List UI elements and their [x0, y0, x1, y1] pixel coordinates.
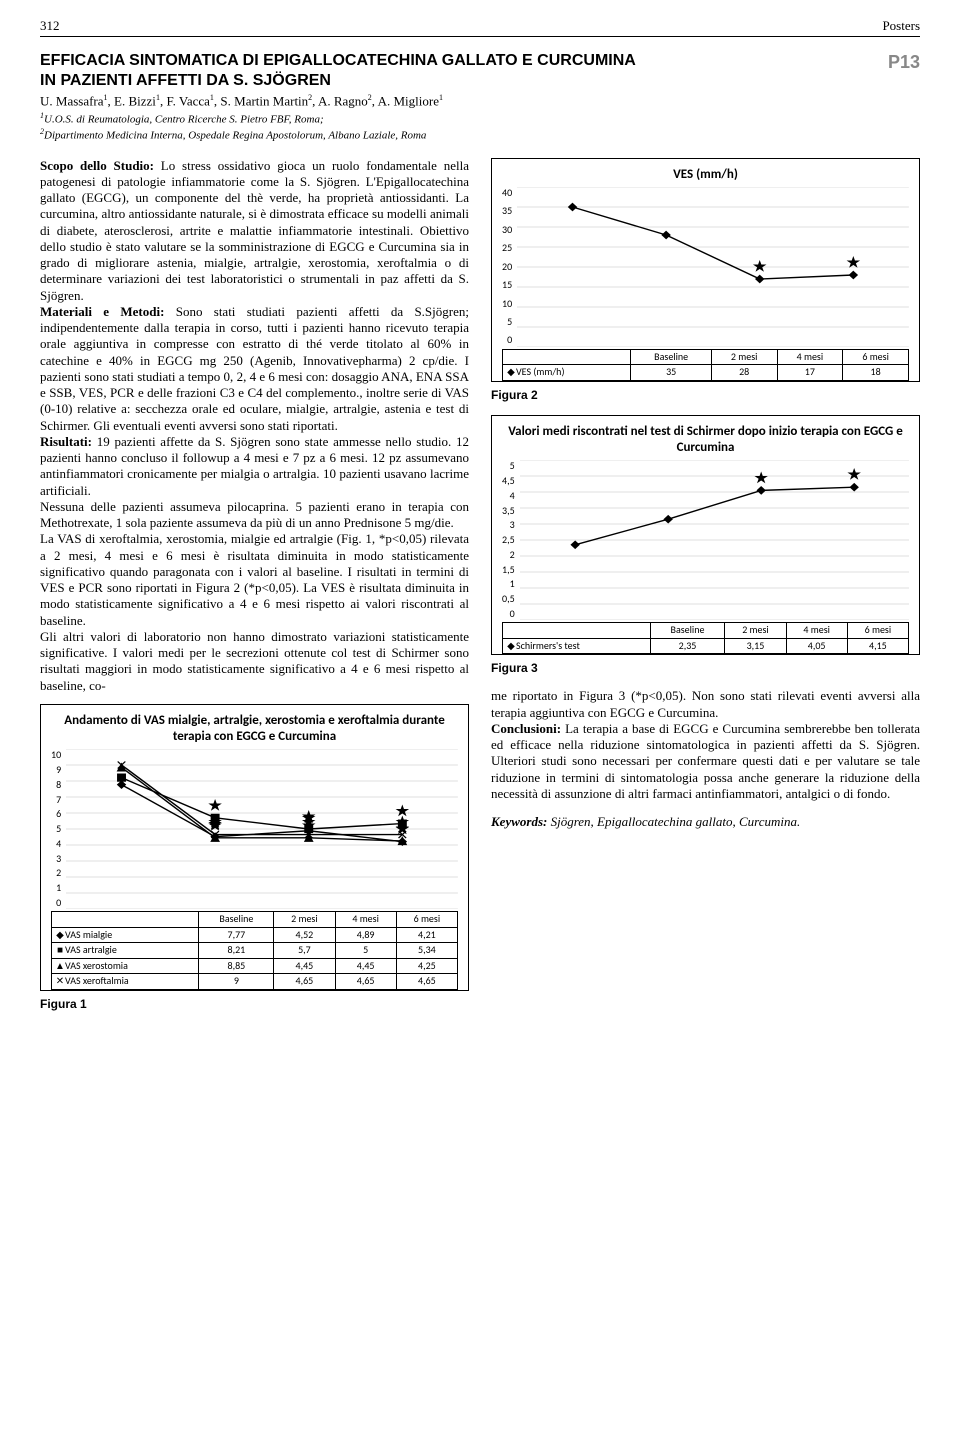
figure-3-chart: Valori medi riscontrati nel test di Schi… [491, 415, 920, 656]
affiliations: 1U.O.S. di Reumatologia, Centro Ricerche… [40, 111, 920, 144]
keywords-label: Keywords: [491, 814, 547, 829]
svg-text:★: ★ [396, 814, 411, 831]
svg-text:★: ★ [302, 814, 317, 831]
figure-3: Valori medi riscontrati nel test di Schi… [491, 415, 920, 677]
title-line-2: IN PAZIENTI AFFETTI DA S. SJÖGREN [40, 72, 331, 89]
authors: U. Massafra1, E. Bizzi1, F. Vacca1, S. M… [40, 93, 920, 110]
figure-2-caption: Figura 2 [491, 388, 920, 403]
svg-text:★: ★ [847, 466, 862, 483]
right-column: VES (mm/h)4035302520151050★★Baseline2 me… [491, 158, 920, 1024]
svg-text:★: ★ [847, 253, 862, 270]
body-right: me riportato in Figura 3 (*p<0,05). Non … [491, 688, 920, 802]
page-number: 312 [40, 18, 60, 34]
figure-1: Andamento di VAS mialgie, artralgie, xer… [40, 704, 469, 1012]
keywords: Keywords: Sjögren, Epigallocatechina gal… [491, 814, 920, 830]
svg-text:★: ★ [208, 797, 223, 814]
title-block: EFFICACIA SINTOMATICA DI EPIGALLOCATECHI… [40, 51, 920, 143]
svg-text:★: ★ [754, 469, 769, 486]
page-header: 312 Posters [40, 18, 920, 37]
keywords-text: Sjögren, Epigallocatechina gallato, Curc… [551, 814, 801, 829]
body-left: Scopo dello Studio: Lo stress ossidativo… [40, 158, 469, 694]
svg-text:★: ★ [208, 814, 223, 831]
section-label: Posters [882, 18, 920, 34]
columns: Scopo dello Studio: Lo stress ossidativo… [40, 158, 920, 1024]
title-line-1: EFFICACIA SINTOMATICA DI EPIGALLOCATECHI… [40, 52, 636, 69]
poster-tag: P13 [888, 51, 920, 74]
figure-1-caption: Figura 1 [40, 997, 469, 1012]
figure-2: VES (mm/h)4035302520151050★★Baseline2 me… [491, 158, 920, 403]
figure-2-chart: VES (mm/h)4035302520151050★★Baseline2 me… [491, 158, 920, 382]
left-column: Scopo dello Studio: Lo stress ossidativo… [40, 158, 469, 1024]
figure-1-chart: Andamento di VAS mialgie, artralgie, xer… [40, 704, 469, 991]
paper-title: EFFICACIA SINTOMATICA DI EPIGALLOCATECHI… [40, 51, 636, 91]
svg-text:★: ★ [753, 257, 768, 274]
figure-3-caption: Figura 3 [491, 661, 920, 676]
